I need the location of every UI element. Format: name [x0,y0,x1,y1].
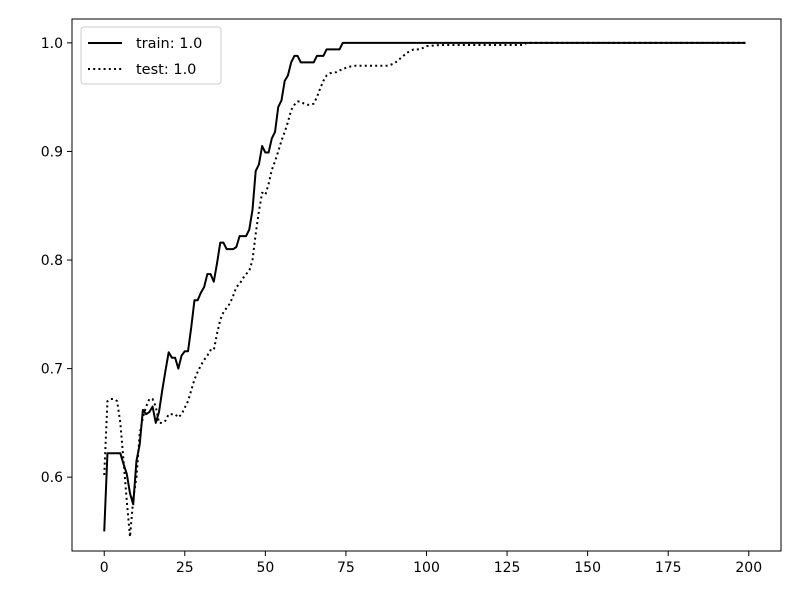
x-tick-label: 175 [655,560,682,576]
x-tick-label: 50 [256,560,274,576]
series-layer [103,41,746,538]
x-axis: 0 25 50 75 100 125 150 175 200 [100,551,762,576]
legend-label-test: test: 1.0 [136,62,196,78]
x-tick-label: 25 [176,560,194,576]
x-tick-label: 75 [337,560,355,576]
x-tick-label: 200 [735,560,762,576]
y-tick-label: 0.9 [41,144,63,160]
x-tick-label: 100 [413,560,440,576]
legend: train: 1.0 test: 1.0 [80,26,222,85]
x-tick-label: 125 [494,560,521,576]
y-tick-label: 0.6 [41,470,63,486]
legend-label-train: train: 1.0 [136,36,202,52]
x-tick-label: 0 [100,560,109,576]
series-line-train [103,41,746,532]
series-line-test [103,41,746,538]
y-tick-label: 0.8 [41,253,63,269]
y-tick-label: 0.7 [41,362,63,378]
y-axis: 0.6 0.7 0.8 0.9 1.0 [41,36,72,486]
y-tick-label: 1.0 [41,36,63,52]
x-tick-label: 150 [574,560,601,576]
